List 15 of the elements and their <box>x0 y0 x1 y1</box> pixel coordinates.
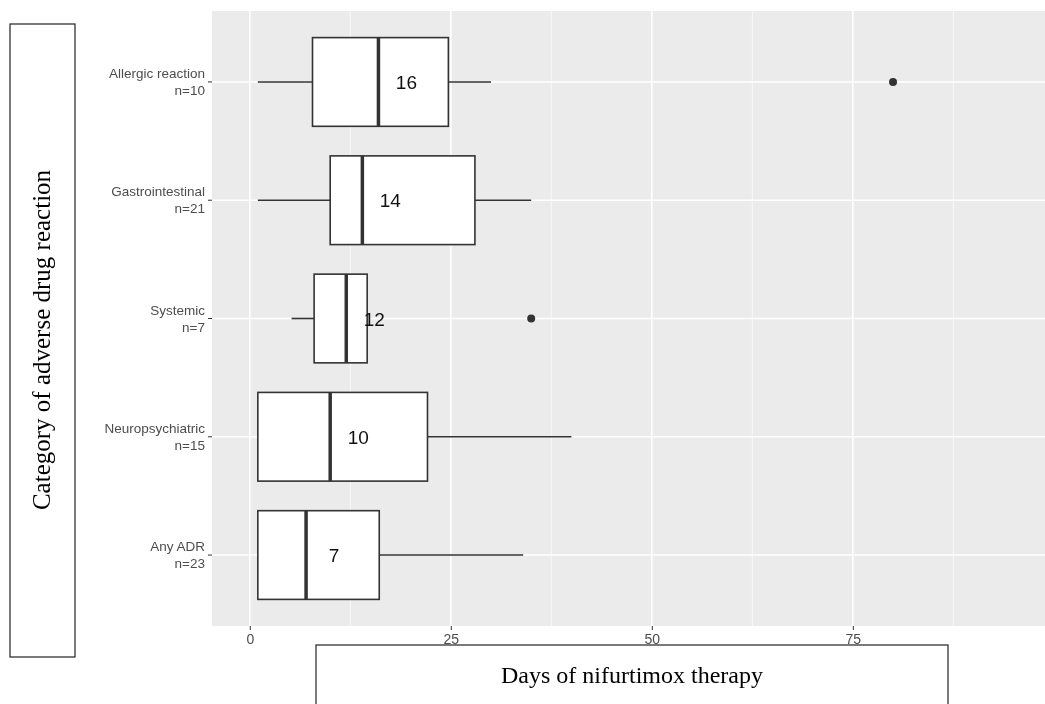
x-axis-title: Days of nifurtimox therapy <box>501 662 763 688</box>
y-tick-label: Systemic n=7 <box>150 302 206 335</box>
text: 14 <box>379 190 401 212</box>
x-tick-label: 25 <box>443 630 460 647</box>
y-tick-label: Any ADR n=23 <box>150 539 206 572</box>
y-tick-label: Allergic reaction n=10 <box>108 65 205 98</box>
y-tick-label: Gastrointestinal n=21 <box>111 184 205 217</box>
x-tick-label: 50 <box>644 630 661 647</box>
text: 16 <box>395 71 418 93</box>
text: 10 <box>347 426 369 448</box>
x-tick-label: 0 <box>246 630 255 647</box>
y-axis-title: Category of adverse drug reaction <box>28 169 55 511</box>
y-tick-label: Neuropsychiatric n=15 <box>104 420 206 453</box>
text: 7 <box>328 545 340 567</box>
x-tick-label: 75 <box>845 630 862 647</box>
